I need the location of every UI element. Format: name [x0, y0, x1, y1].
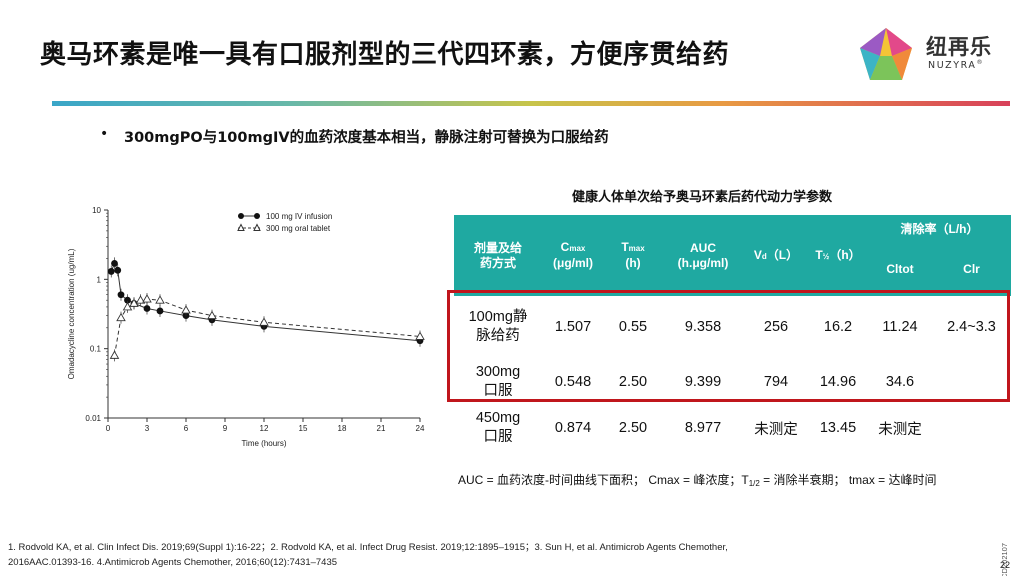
header-cmax: Cmax (μg/ml) [542, 215, 604, 296]
cell-cltot: 34.6 [885, 374, 915, 390]
cell-cltot: 11.24 [882, 319, 918, 335]
oral-data-point [415, 331, 425, 340]
y-tick-label: 10 [92, 206, 101, 215]
legend-label: 300 mg oral tablet [266, 224, 331, 233]
highlight-box [447, 290, 1010, 402]
oral-data-point [135, 295, 146, 304]
x-tick-label: 18 [338, 424, 347, 433]
x-axis-label: Time (hours) [241, 439, 286, 448]
row-dose: 300mg 口服 [475, 364, 521, 399]
cell-vd: 794 [763, 374, 789, 390]
cell-clr [932, 406, 1011, 450]
header-thalf: T½（h） [808, 215, 868, 296]
oral-data-point [109, 350, 120, 359]
x-tick-label: 9 [223, 424, 228, 433]
y-tick-label: 1 [97, 275, 102, 284]
cell-thalf: 16.2 [823, 319, 853, 335]
pk-parameters-table: 剂量及给 药方式 Cmax (μg/ml) Tmax (h) AUC (h.μg/ml)… [454, 215, 1011, 450]
references: 1. Rodvold KA, et al. Clin Infect Dis. 2… [8, 540, 888, 570]
x-tick-label: 3 [145, 424, 150, 433]
header-cltot: Cltot [868, 243, 932, 296]
x-tick-label: 24 [416, 424, 425, 433]
iv-data-point [143, 305, 151, 312]
legend-marker [254, 213, 260, 219]
oral-data-point [155, 295, 165, 304]
iv-data-point [107, 268, 115, 275]
iv-data-point [114, 266, 122, 274]
cell-vd: 256 [763, 319, 789, 335]
prism-logo-icon [860, 28, 912, 80]
y-tick-label: 0.01 [85, 414, 101, 423]
cell-auc: 9.358 [684, 319, 722, 335]
iv-data-point [117, 291, 125, 299]
legend-marker [237, 223, 245, 231]
table-row: 100mg静 脉给药 1.507 0.55 9.358 256 16.2 11.2… [454, 296, 1011, 358]
table-row: 450mg 口服 0.874 2.50 8.977 未测定 13.45 未测定 [454, 406, 1011, 450]
oral-data-point [116, 312, 126, 322]
x-tick-label: 6 [184, 424, 189, 433]
row-dose: 100mg静 脉给药 [468, 309, 528, 344]
cell-thalf: 14.96 [819, 374, 857, 390]
x-tick-label: 12 [260, 424, 269, 433]
header-auc: AUC (h.μg/ml) [662, 215, 744, 296]
cell-cmax: 1.507 [554, 319, 592, 335]
slide-title: 奥马环素是唯一具有口服剂型的三代四环素，方便序贯给药 [40, 40, 730, 70]
header-vd: Vd（L） [744, 215, 808, 296]
concentration-time-chart: 10 1 0.1 0.01 0 3 6 9 12 15 18 21 24 Time (hours) Omad… [60, 198, 440, 460]
cell-auc: 8.977 [684, 420, 722, 436]
y-axis-label: Omadacycline concentration (ug/mL) [67, 248, 76, 379]
legend-marker [253, 223, 261, 231]
page-number: 22 [1000, 560, 1011, 570]
table-row: 300mg 口服 0.548 2.50 9.399 794 14.96 34.6 [454, 358, 1011, 406]
cell-cltot: 未测定 [878, 421, 922, 438]
logo-chinese-name: 纽再乐 [926, 35, 992, 59]
x-tick-label: 21 [377, 424, 386, 433]
header-clearance-group: 清除率（L/h） [868, 215, 1011, 243]
legend-marker [238, 213, 244, 219]
header-clr: Clr [932, 243, 1011, 296]
oral-data-point [181, 305, 191, 314]
x-tick-label: 15 [299, 424, 308, 433]
pk-table-title: 健康人体单次给予奥马环素后药代动力学参数 [572, 190, 833, 205]
abbreviation-footnote: AUC = 血药浓度-时间曲线下面积； Cmax = 峰浓度；T1/2 = 消除… [458, 473, 937, 488]
chart-svg: 10 1 0.1 0.01 0 3 6 9 12 15 18 21 24 Time (hours) Omad… [67, 206, 425, 448]
bullet-marker: • [100, 126, 109, 142]
cell-thalf: 13.45 [819, 420, 857, 436]
iv-data-point [156, 307, 164, 315]
reference-line: 2016AAC.01393-16. 4.Antimicrob Agents Ch… [8, 557, 338, 568]
reference-line: 1. Rodvold KA, et al. Clin Infect Dis. 2… [8, 542, 728, 553]
y-tick-label: 0.1 [90, 345, 102, 354]
logo-english-name: NUZYRA® [928, 59, 985, 72]
oral-data-point [207, 310, 217, 320]
nuzyra-logo: 纽再乐 NUZYRA® [858, 26, 1008, 82]
cell-vd: 未测定 [754, 421, 798, 438]
cell-tmax: 2.50 [618, 420, 648, 436]
oral-data-point [129, 298, 139, 307]
header-dose: 剂量及给 药方式 [454, 215, 542, 296]
cell-cmax: 0.548 [554, 374, 592, 390]
cell-tmax: 2.50 [618, 374, 648, 390]
x-tick-label: 0 [106, 424, 111, 433]
iv-data-point [124, 296, 131, 304]
cell-clr: 2.4~3.3 [947, 319, 996, 335]
gradient-divider [52, 101, 1010, 106]
header-tmax: Tmax (h) [604, 215, 662, 296]
key-point-bullet: 300mgPO与100mgIV的血药浓度基本相当，静脉注射可替换为口服给药 [124, 130, 609, 146]
cell-auc: 9.399 [684, 374, 722, 390]
oral-data-point [259, 317, 269, 326]
oral-data-point [142, 294, 152, 303]
cell-cmax: 0.874 [554, 420, 592, 436]
row-dose: 450mg 口服 [475, 410, 521, 445]
iv-data-point [111, 259, 118, 267]
legend-label: 100 mg IV infusion [266, 212, 332, 221]
cell-tmax: 0.55 [618, 319, 648, 335]
